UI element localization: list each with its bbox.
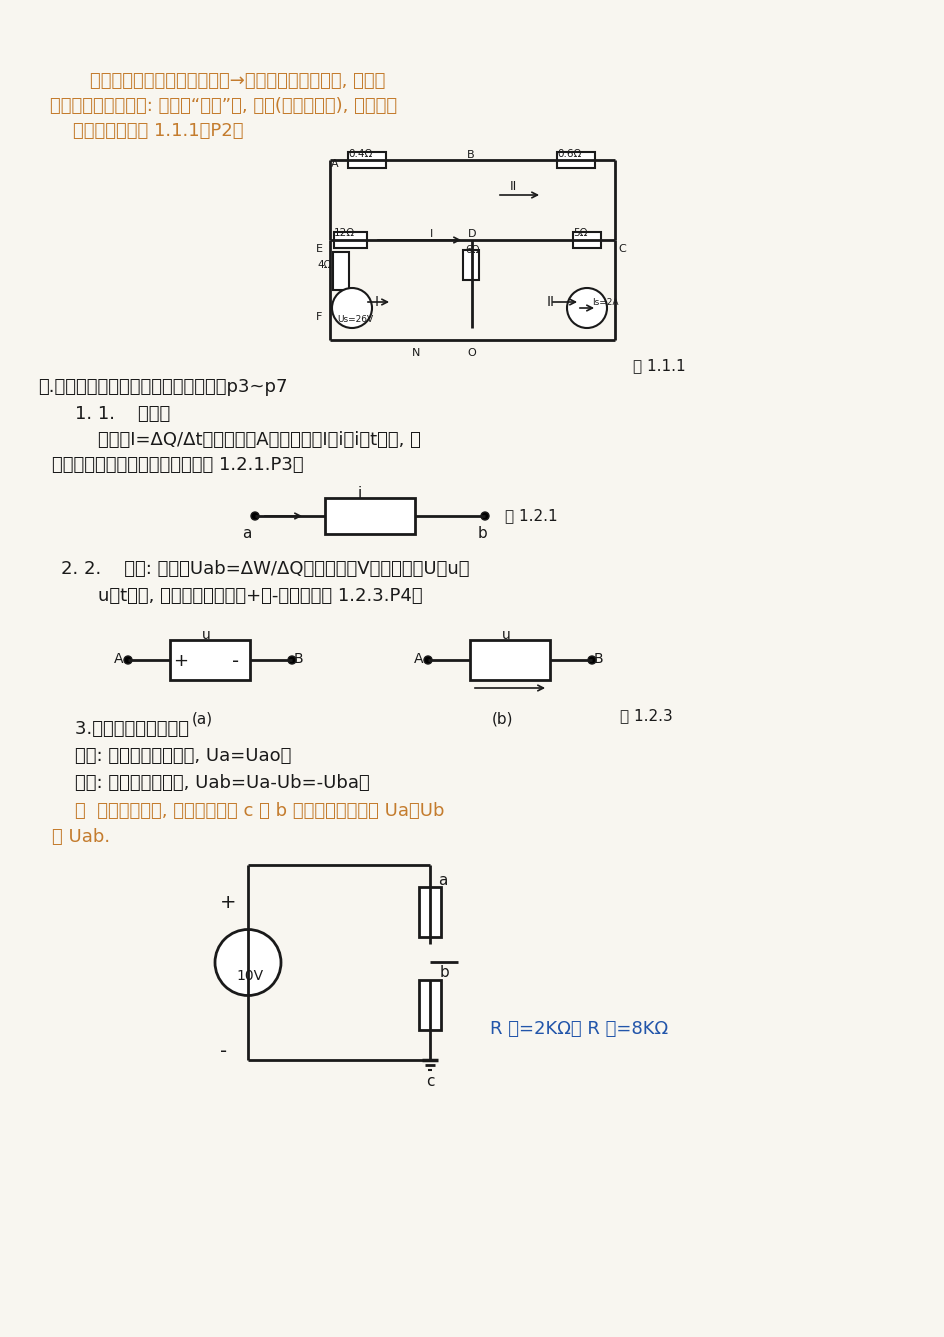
Circle shape [424, 656, 431, 664]
Text: O: O [466, 348, 475, 358]
Text: 12Ω: 12Ω [333, 229, 355, 238]
Text: u: u [501, 628, 510, 642]
Text: C: C [617, 243, 625, 254]
Text: 电路设计（电路所要实现功能→求解电路结构和参数, 多样）: 电路设计（电路所要实现功能→求解电路结构和参数, 多样） [90, 72, 385, 90]
Text: F: F [315, 312, 322, 322]
Bar [572, 233, 600, 247]
Bar [556, 152, 595, 168]
Text: B: B [594, 652, 603, 666]
Text: 电路结构的相关名词: 支路（“串联”）, 节点(支路连接点), 回路及绕: 电路结构的相关名词: 支路（“串联”）, 节点(支路连接点), 回路及绕 [50, 98, 396, 115]
Text: 0.4Ω: 0.4Ω [347, 148, 372, 159]
Bar [332, 251, 348, 290]
Text: 5Ω: 5Ω [572, 229, 587, 238]
Text: 4Ω: 4Ω [316, 259, 331, 270]
Text: b: b [478, 525, 487, 541]
Text: Us=26V: Us=26V [337, 316, 373, 324]
Circle shape [288, 656, 295, 664]
Text: c: c [426, 1074, 434, 1090]
Bar [170, 640, 250, 681]
Text: 0.6Ω: 0.6Ω [556, 148, 581, 159]
Text: A: A [114, 652, 124, 666]
Bar [469, 640, 549, 681]
Text: II: II [510, 180, 516, 193]
Text: (b): (b) [492, 713, 513, 727]
Text: B: B [294, 652, 303, 666]
Text: 和 Uab.: 和 Uab. [52, 828, 110, 846]
Text: 10V: 10V [236, 969, 262, 984]
Text: 定义（I=ΔQ/Δt）、单位（A）、字符（I、i、i（t））, 电: 定义（I=ΔQ/Δt）、单位（A）、字符（I、i、i（t））, 电 [52, 431, 420, 449]
Bar [347, 152, 385, 168]
Text: 图 1.2.1: 图 1.2.1 [504, 508, 557, 523]
Text: 流的真实方向（正电荷）（参考图 1.2.1.P3）: 流的真实方向（正电荷）（参考图 1.2.1.P3） [52, 456, 303, 475]
Text: -: - [232, 652, 239, 671]
Text: A: A [413, 652, 423, 666]
Text: 电压: 两片点间电位差, Uab=Ua-Ub=-Uba；: 电压: 两片点间电位差, Uab=Ua-Ub=-Uba； [52, 774, 369, 792]
Text: 图 1.2.3: 图 1.2.3 [619, 709, 672, 723]
Text: 图 1.1.1: 图 1.1.1 [632, 358, 685, 373]
Text: u（t））, 电压的真实极性（+、-）（参考图 1.2.3.P4）: u（t））, 电压的真实极性（+、-）（参考图 1.2.3.P4） [52, 587, 422, 606]
Text: b: b [440, 965, 449, 980]
Text: (a): (a) [192, 713, 213, 727]
Text: 电位: 节点对参考点电压, Ua=Uao；: 电位: 节点对参考点电压, Ua=Uao； [52, 747, 291, 765]
Bar [418, 980, 441, 1029]
Circle shape [587, 656, 596, 664]
Text: a: a [437, 873, 447, 888]
Text: E: E [315, 243, 323, 254]
Circle shape [480, 512, 488, 520]
Text: I: I [430, 229, 432, 239]
Circle shape [215, 929, 280, 996]
Text: 6Ω: 6Ω [464, 245, 479, 255]
Text: u: u [202, 628, 211, 642]
Text: II: II [547, 295, 554, 309]
Text: 3.电压和电位的关系：: 3.电压和电位的关系： [52, 721, 189, 738]
Bar [463, 250, 479, 279]
Text: N: N [412, 348, 420, 358]
Text: I: I [375, 295, 379, 309]
Text: +: + [173, 652, 188, 670]
Text: Is=2A: Is=2A [591, 298, 617, 308]
Text: B: B [466, 150, 474, 160]
Text: A: A [330, 159, 338, 168]
Bar [325, 497, 414, 533]
Circle shape [566, 287, 606, 328]
Text: a: a [242, 525, 251, 541]
Circle shape [124, 656, 132, 664]
Text: D: D [467, 229, 476, 239]
Text: 1. 1.    电流：: 1. 1. 电流： [52, 405, 170, 422]
Bar [418, 886, 441, 937]
Text: 一.三个基本物理量电流、电压和功率：p3~p7: 一.三个基本物理量电流、电压和功率：p3~p7 [38, 378, 287, 396]
Text: R 上=2KΩ， R 下=8KΩ: R 上=2KΩ， R 下=8KΩ [490, 1020, 667, 1038]
Circle shape [331, 287, 372, 328]
Bar [333, 233, 366, 247]
Text: 行方向（参考图 1.1.1）P2。: 行方向（参考图 1.1.1）P2。 [50, 122, 244, 140]
Text: +: + [220, 893, 236, 912]
Text: 例  电路如图所示, 试分别求出当 c 或 b 点为参考点时电位 Ua、Ub: 例 电路如图所示, 试分别求出当 c 或 b 点为参考点时电位 Ua、Ub [52, 802, 444, 820]
Text: 2. 2.    电压: 定义（Uab=ΔW/ΔQ）、单位（V）、字符（U、u、: 2. 2. 电压: 定义（Uab=ΔW/ΔQ）、单位（V）、字符（U、u、 [38, 560, 469, 578]
Text: i: i [358, 487, 362, 501]
Circle shape [251, 512, 259, 520]
Text: -: - [220, 1042, 227, 1062]
